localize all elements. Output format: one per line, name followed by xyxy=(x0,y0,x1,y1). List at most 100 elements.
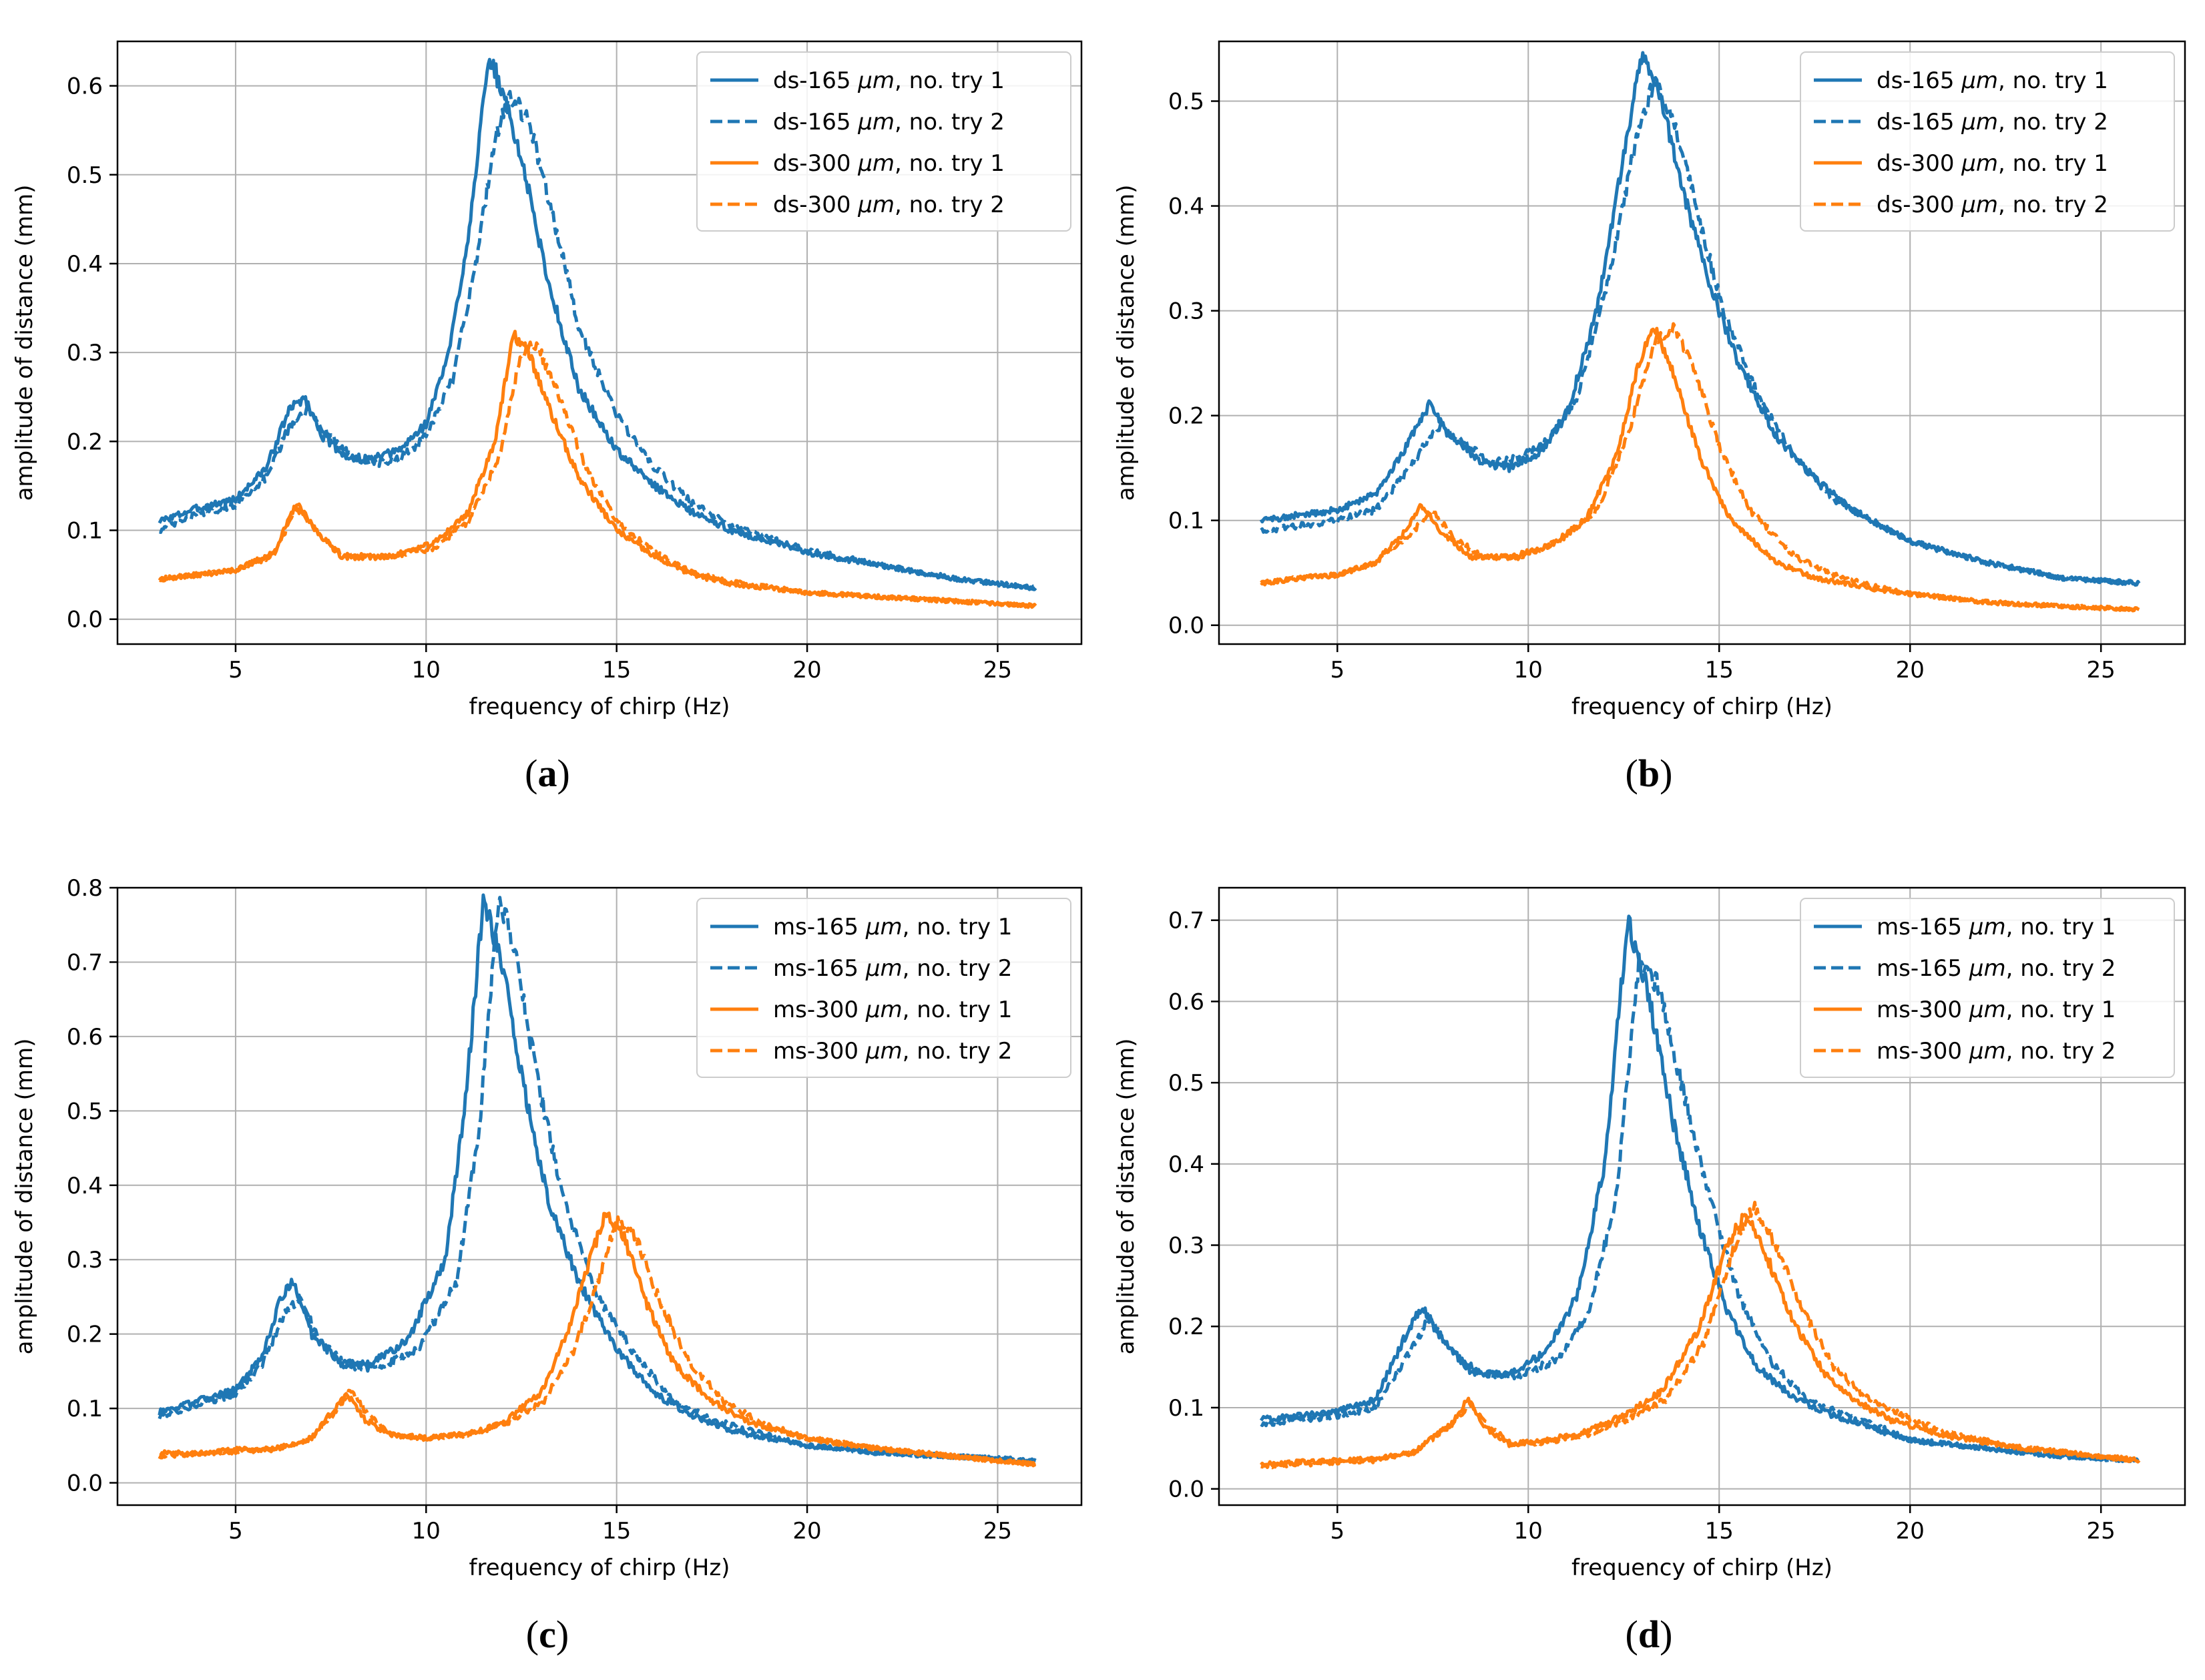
panel-b: 5 10 15 20 25 0.0 0.1 0.2 0.3 0.4 0.5 frequency of … xyxy=(1101,0,2205,790)
series-line-2 xyxy=(1260,952,2140,1463)
legend-entry-2: ms-165 μm, no. try 2 xyxy=(1877,955,2116,982)
chart-b: 5 10 15 20 25 0.0 0.1 0.2 0.3 0.4 0.5 frequency of … xyxy=(1113,40,2186,720)
y-tick-label: 0.2 xyxy=(67,1322,103,1348)
y-tick-label: 0.2 xyxy=(1168,1314,1204,1340)
legend-box xyxy=(696,898,1071,1078)
series-line-3 xyxy=(1259,1213,2141,1468)
series-line-3 xyxy=(159,1211,1037,1468)
series-line-4 xyxy=(159,340,1037,609)
legend: ms-165 μm, no. try 1 ms-165 μm, no. try 2… xyxy=(1800,898,2175,1078)
caption-a: (a) xyxy=(525,752,570,795)
panel-a: 5 10 15 20 25 0.0 0.1 0.2 0.3 0.4 0.5 0.6 frequency … xyxy=(0,0,1101,790)
y-tick-label: 0.4 xyxy=(1168,194,1204,220)
legend-entry-3: ds-300 μm, no. try 1 xyxy=(1877,150,2108,177)
x-tick-label: 20 xyxy=(1896,1518,1925,1545)
y-tick-label: 0.1 xyxy=(1168,1395,1204,1422)
y-tick-label: 0.1 xyxy=(67,1396,103,1422)
x-tick-label: 20 xyxy=(1896,657,1925,683)
chart-c: 5 10 15 20 25 0.0 0.1 0.2 0.3 0.4 0.5 0.6 0.7 0.8 freq… xyxy=(11,875,1083,1581)
caption-b: (b) xyxy=(1625,752,1673,795)
x-tick-label: 10 xyxy=(1514,657,1543,683)
y-tick-label: 0.4 xyxy=(67,1173,103,1199)
y-tick-label: 0.7 xyxy=(1168,908,1204,934)
y-tick-label: 0.8 xyxy=(67,875,103,902)
x-tick-label: 5 xyxy=(1330,1518,1344,1545)
y-tick-label: 0.3 xyxy=(67,1247,103,1274)
x-tick-label: 10 xyxy=(412,657,441,683)
x-tick-label: 5 xyxy=(1330,657,1344,683)
caption-a-letter: a xyxy=(537,752,557,795)
panel-c: 5 10 15 20 25 0.0 0.1 0.2 0.3 0.4 0.5 0.6 0.7 0.8 freq… xyxy=(0,861,1101,1651)
y-tick-label: 0.2 xyxy=(67,429,103,455)
x-tick-label: 15 xyxy=(602,657,631,683)
plot-frame xyxy=(116,886,1083,1506)
caption-d-letter: d xyxy=(1638,1613,1660,1656)
legend: ms-165 μm, no. try 1 ms-165 μm, no. try 2… xyxy=(696,898,1071,1078)
series-line-2 xyxy=(158,896,1037,1464)
legend: ds-165 μm, no. try 1 ds-165 μm, no. try 2… xyxy=(696,51,1071,232)
x-tick-label: 25 xyxy=(2087,1518,2116,1545)
plot-frame xyxy=(1218,886,2186,1506)
y-axis-label: amplitude of distance (mm) xyxy=(11,185,38,501)
chart-d: 5 10 15 20 25 0.0 0.1 0.2 0.3 0.4 0.5 0.6 0.7 frequen… xyxy=(1113,886,2186,1581)
y-tick-label: 0.1 xyxy=(67,518,103,545)
y-tick-label: 0.2 xyxy=(1168,403,1204,430)
series-line-2 xyxy=(1260,75,2141,587)
legend-entry-1: ds-165 μm, no. try 1 xyxy=(1877,67,2108,94)
legend-box xyxy=(1800,898,2175,1078)
chart-a: 5 10 15 20 25 0.0 0.1 0.2 0.3 0.4 0.5 0.6 frequency … xyxy=(11,40,1083,720)
caption-c: (c) xyxy=(525,1613,569,1656)
series-line-4 xyxy=(1260,1200,2141,1470)
panel-d: 5 10 15 20 25 0.0 0.1 0.2 0.3 0.4 0.5 0.6 0.7 frequen… xyxy=(1101,861,2205,1651)
legend-entry-3: ms-300 μm, no. try 1 xyxy=(773,997,1012,1023)
x-tick-label: 25 xyxy=(2087,657,2116,683)
y-axis-label: amplitude of distance (mm) xyxy=(1113,1039,1140,1355)
legend-entry-3: ds-300 μm, no. try 1 xyxy=(773,150,1005,177)
series-line-1 xyxy=(1259,914,2140,1464)
caption-d: (d) xyxy=(1625,1613,1673,1656)
x-axis-label: frequency of chirp (Hz) xyxy=(469,693,730,720)
x-tick-label: 10 xyxy=(412,1518,441,1545)
legend-box xyxy=(696,51,1071,232)
x-tick-label: 15 xyxy=(1705,657,1734,683)
plot-frame xyxy=(116,40,1083,645)
plot-frame xyxy=(1218,40,2186,645)
legend-entry-4: ms-300 μm, no. try 2 xyxy=(1877,1038,2116,1065)
x-tick-label: 25 xyxy=(983,1518,1012,1545)
legend-entry-4: ms-300 μm, no. try 2 xyxy=(773,1038,1012,1065)
x-tick-label: 15 xyxy=(1705,1518,1734,1545)
y-tick-label: 0.0 xyxy=(1168,613,1204,639)
legend-entry-1: ms-165 μm, no. try 1 xyxy=(1877,914,2116,940)
legend-entry-2: ds-165 μm, no. try 2 xyxy=(773,109,1005,135)
x-tick-label: 20 xyxy=(792,1518,821,1545)
x-tick-label: 25 xyxy=(983,657,1012,683)
y-tick-label: 0.4 xyxy=(67,251,103,278)
series-line-4 xyxy=(1260,322,2140,613)
x-tick-label: 5 xyxy=(228,1518,243,1545)
y-tick-label: 0.3 xyxy=(1168,298,1204,325)
legend-entry-2: ms-165 μm, no. try 2 xyxy=(773,955,1012,982)
y-tick-label: 0.5 xyxy=(1168,89,1204,115)
x-axis-label: frequency of chirp (Hz) xyxy=(1571,1555,1832,1581)
y-tick-label: 0.5 xyxy=(1168,1070,1204,1097)
y-axis-label: amplitude of distance (mm) xyxy=(1113,185,1140,501)
y-tick-label: 0.3 xyxy=(1168,1233,1204,1259)
x-axis-label: frequency of chirp (Hz) xyxy=(469,1555,730,1581)
y-tick-label: 0.6 xyxy=(67,73,103,100)
series-line-1 xyxy=(1259,51,2141,587)
x-tick-label: 10 xyxy=(1514,1518,1543,1545)
series-line-4 xyxy=(158,1215,1037,1467)
legend-entry-4: ds-300 μm, no. try 2 xyxy=(773,192,1005,218)
y-tick-label: 0.6 xyxy=(67,1024,103,1051)
y-tick-label: 0.5 xyxy=(67,1098,103,1125)
y-tick-label: 0.0 xyxy=(67,607,103,633)
legend: ds-165 μm, no. try 1 ds-165 μm, no. try 2… xyxy=(1800,51,2175,232)
caption-c-letter: c xyxy=(539,1613,556,1656)
y-tick-label: 0.5 xyxy=(67,162,103,189)
y-tick-label: 0.0 xyxy=(67,1470,103,1497)
y-tick-label: 0.1 xyxy=(1168,508,1204,535)
y-tick-label: 0.0 xyxy=(1168,1476,1204,1503)
x-tick-label: 15 xyxy=(602,1518,631,1545)
x-tick-label: 5 xyxy=(228,657,243,683)
x-axis-label: frequency of chirp (Hz) xyxy=(1571,693,1832,720)
